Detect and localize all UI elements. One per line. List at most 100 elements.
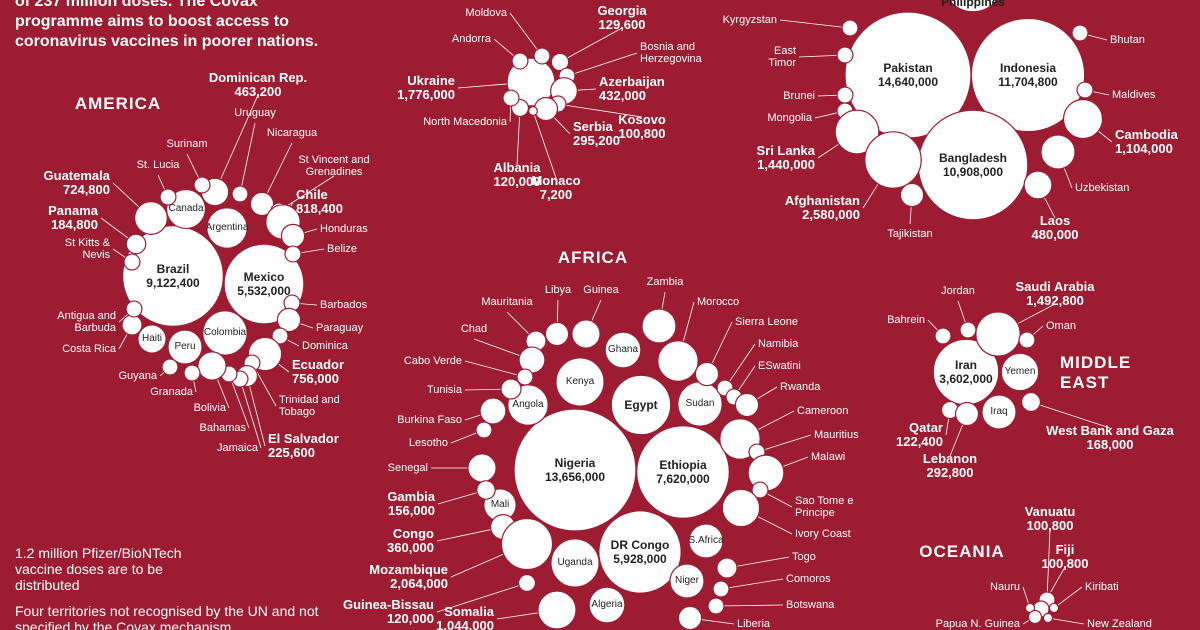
country-name: Bolivia — [193, 402, 226, 414]
country-name: Somalia — [444, 604, 494, 619]
country-label: Ivory Coast — [795, 528, 851, 540]
country-name: St. Lucia — [136, 159, 180, 171]
country-label: Maldives — [1112, 89, 1155, 101]
leader-line — [436, 529, 491, 542]
country-name: Azerbaijan — [599, 74, 665, 89]
country-label: Surinam — [167, 138, 208, 150]
leader-line — [304, 228, 318, 234]
dose-label: 432,000 — [599, 88, 646, 103]
country-name: Guatemala — [43, 168, 110, 183]
country-name: Lebanon — [922, 451, 978, 466]
country-bubble — [271, 327, 289, 345]
country-label: Gambia 156,000 — [387, 490, 435, 518]
country-name: Bhutan — [1110, 34, 1145, 46]
country-name: Mauritius — [814, 429, 859, 441]
country-name: Papua N. Guinea — [935, 618, 1020, 630]
country-name: Cameroon — [797, 405, 849, 417]
country-label: Lebanon 292,800 — [923, 452, 977, 480]
leader-line — [711, 321, 733, 364]
leader-line — [729, 343, 756, 382]
leader-line — [862, 183, 879, 209]
leader-line — [927, 319, 938, 331]
country-name: Saudi Arabia — [1015, 279, 1095, 294]
country-name: Uganda — [557, 557, 593, 568]
leader-line — [231, 381, 250, 429]
country-bubble — [476, 480, 496, 500]
country-name: Oman — [1046, 320, 1076, 332]
country-label: Egypt — [624, 398, 657, 412]
country-label: Nauru — [990, 581, 1020, 593]
country-label: Chad — [461, 323, 487, 335]
leader-line — [577, 88, 597, 91]
dose-label: 1,044,000 — [436, 618, 494, 630]
country-label: East Timor — [746, 45, 796, 69]
country-name: Peru — [174, 341, 196, 352]
country-bubble — [716, 557, 738, 579]
country-name: Tajikistan — [887, 228, 933, 240]
country-label: Jordan — [941, 285, 975, 297]
leader-line — [299, 323, 314, 329]
country-bubble — [159, 188, 177, 206]
country-bubble — [1071, 24, 1089, 42]
country-name: Serbia — [573, 119, 613, 134]
note: Four territories not recognised by the U… — [15, 603, 319, 630]
leader-line — [509, 105, 512, 123]
country-name: Ecuador — [292, 357, 345, 372]
country-label: Ethiopia 7,620,000 — [656, 458, 709, 486]
leader-line — [949, 424, 964, 457]
country-name: El Salvador — [268, 431, 339, 446]
country-bubble — [981, 394, 1017, 430]
country-name: Sri Lanka — [756, 143, 815, 158]
country-name: Philippines — [940, 0, 1006, 9]
country-bubble — [836, 86, 854, 104]
country-label: Uruguay — [234, 107, 276, 119]
country-label: Paraguay — [316, 322, 363, 334]
country-bubble — [165, 188, 207, 230]
leader-line — [1039, 404, 1111, 429]
country-bubble — [712, 580, 730, 598]
country-label: Uzbekistan — [1075, 182, 1129, 194]
country-name: Angola — [512, 399, 544, 410]
country-bubble — [934, 327, 952, 345]
country-name: Bahrein — [887, 314, 925, 326]
country-bubble — [1042, 612, 1054, 624]
country-name: East Timor — [768, 45, 796, 69]
country-name: Indonesia — [999, 61, 1056, 75]
leader-line — [464, 414, 481, 421]
country-name: Kenya — [565, 376, 595, 387]
country-name: Rwanda — [780, 381, 821, 393]
country-bubble — [948, 0, 998, 13]
leader-line — [1087, 34, 1108, 41]
leader-line — [757, 410, 795, 431]
leader-line — [437, 492, 478, 505]
leader-line — [723, 604, 784, 607]
country-name: Egypt — [624, 398, 658, 412]
country-name: Georgia — [597, 3, 647, 18]
country-label: Sudan — [686, 397, 715, 411]
dose-label: 360,000 — [387, 540, 434, 555]
country-label: St Kitts & Nevis — [40, 237, 110, 261]
country-name: Morocco — [697, 296, 740, 308]
country-bubble — [834, 109, 880, 155]
leader-line — [1052, 618, 1085, 625]
leader-line — [779, 19, 843, 28]
country-name: Bahamas — [199, 422, 246, 434]
country-bubble — [467, 453, 497, 483]
leader-line — [782, 456, 809, 468]
country-label: Philippines — [941, 0, 1005, 9]
country-bubble — [598, 510, 682, 594]
country-label: Ecuador 756,000 — [292, 358, 344, 386]
country-label: Andorra — [452, 33, 491, 45]
leader-line — [450, 553, 504, 578]
country-name: Bangladesh — [938, 151, 1008, 165]
country-bubble — [123, 253, 141, 271]
note: 1.2 million Pfizer/BioNTech vaccine dose… — [15, 545, 182, 593]
region-heading: MIDDLE EAST — [1060, 353, 1132, 392]
country-label: St. Lucia — [137, 159, 180, 171]
country-name: Haiti — [141, 333, 163, 344]
dose-label: 2,580,000 — [802, 207, 860, 222]
dose-label: 1,104,000 — [1115, 141, 1173, 156]
country-name: Albania — [493, 160, 541, 175]
leader-line — [118, 313, 129, 323]
country-label: Yemen — [1005, 365, 1036, 379]
